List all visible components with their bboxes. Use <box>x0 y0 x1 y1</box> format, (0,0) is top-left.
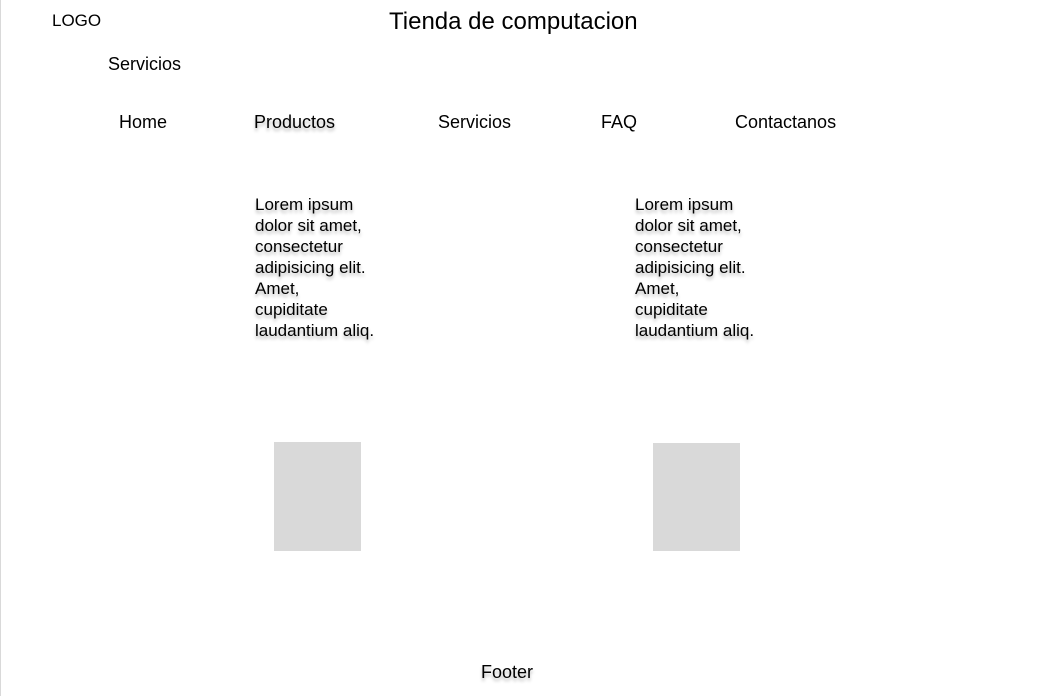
image-placeholder <box>653 443 740 551</box>
card-text: Lorem ipsum dolor sit amet, consectetur … <box>635 195 755 340</box>
nav-link-home[interactable]: Home <box>119 112 168 132</box>
footer: Footer <box>481 662 534 682</box>
nav-link-contactanos[interactable]: Contactanos <box>735 112 837 132</box>
nav-link-faq[interactable]: FAQ <box>601 112 638 132</box>
page-title: Tienda de computacion <box>389 8 638 35</box>
image-placeholder <box>274 442 361 551</box>
frame-border <box>0 0 1 696</box>
card-text: Lorem ipsum dolor sit amet, consectetur … <box>255 195 375 340</box>
section-label: Servicios <box>108 54 182 74</box>
nav-link-servicios[interactable]: Servicios <box>438 112 512 132</box>
nav-link-productos[interactable]: Productos <box>254 112 336 132</box>
logo: LOGO <box>52 11 102 30</box>
